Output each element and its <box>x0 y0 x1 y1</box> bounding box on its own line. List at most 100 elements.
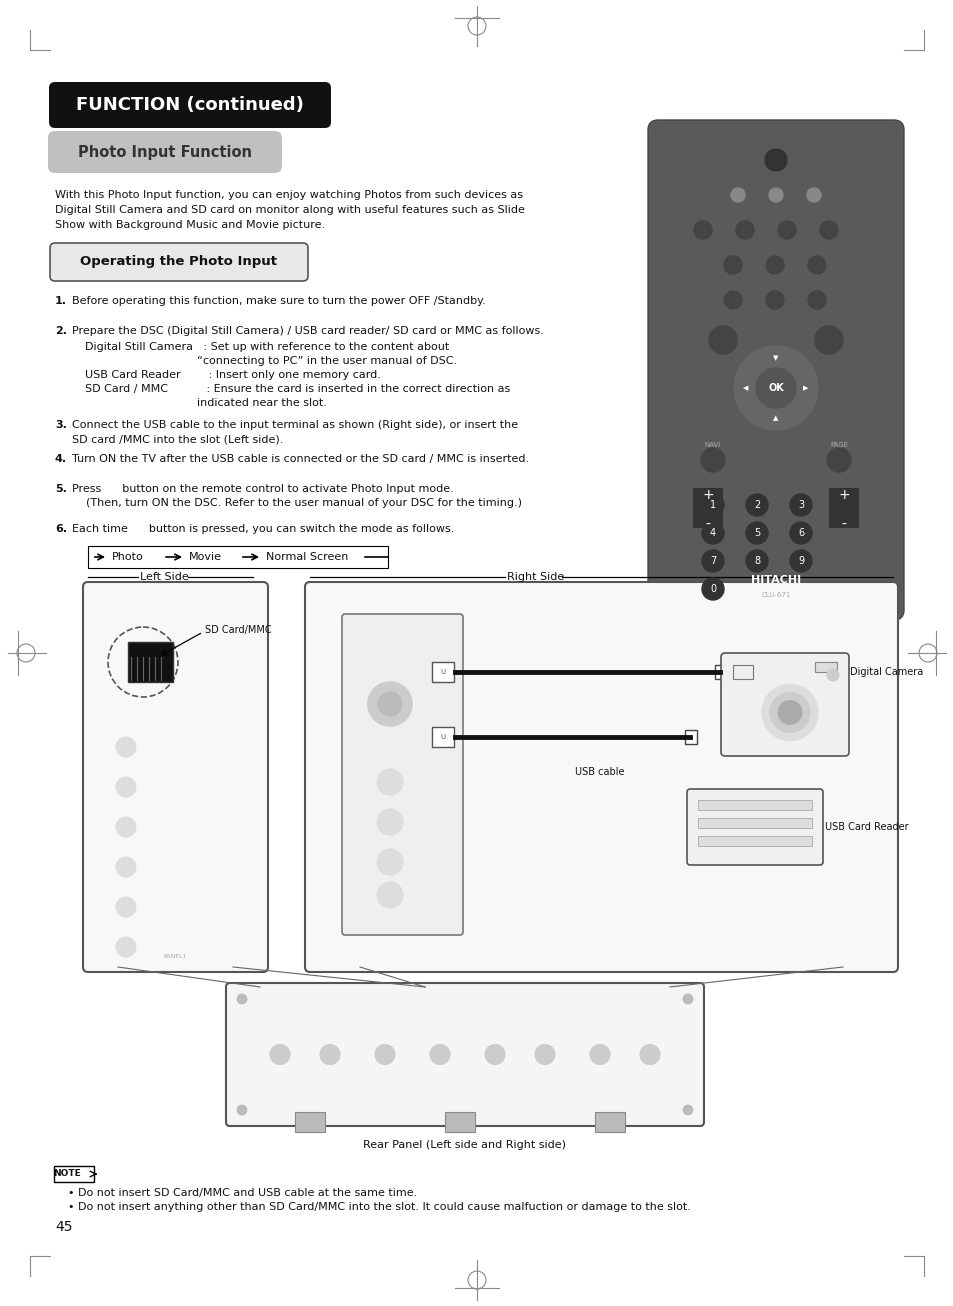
Circle shape <box>708 326 737 354</box>
Circle shape <box>764 149 786 171</box>
Text: ▼: ▼ <box>773 355 778 360</box>
Circle shape <box>745 494 767 516</box>
Circle shape <box>116 897 136 917</box>
Circle shape <box>116 857 136 878</box>
Circle shape <box>778 221 795 239</box>
Bar <box>595 1111 624 1132</box>
Text: Digital Camera: Digital Camera <box>849 667 923 677</box>
Text: CLU-671: CLU-671 <box>760 592 790 598</box>
Bar <box>714 665 726 679</box>
Circle shape <box>236 994 247 1004</box>
Bar <box>432 662 454 682</box>
Circle shape <box>693 221 711 239</box>
Text: Right Side: Right Side <box>506 572 563 582</box>
Text: Photo Input Function: Photo Input Function <box>78 145 252 159</box>
Circle shape <box>236 1105 247 1115</box>
Bar <box>814 662 836 673</box>
Text: 0: 0 <box>709 584 716 594</box>
Circle shape <box>701 550 723 572</box>
Circle shape <box>789 550 811 572</box>
Circle shape <box>806 188 821 202</box>
Text: U: U <box>440 669 445 675</box>
Circle shape <box>535 1045 555 1064</box>
Bar <box>692 488 722 528</box>
Text: 4.: 4. <box>55 454 67 464</box>
Text: 5: 5 <box>753 528 760 538</box>
Bar <box>828 488 858 528</box>
Text: Digital Still Camera   : Set up with reference to the content about: Digital Still Camera : Set up with refer… <box>85 342 449 353</box>
Text: USB Card Reader        : Insert only one memory card.: USB Card Reader : Insert only one memory… <box>85 370 380 380</box>
Text: Prepare the DSC (Digital Still Camera) / USB card reader/ SD card or MMC as foll: Prepare the DSC (Digital Still Camera) /… <box>71 326 543 336</box>
Circle shape <box>430 1045 450 1064</box>
Circle shape <box>701 579 723 599</box>
Circle shape <box>376 882 402 908</box>
Text: FUNCTION (continued): FUNCTION (continued) <box>76 97 304 114</box>
Text: indicated near the slot.: indicated near the slot. <box>85 398 327 407</box>
Circle shape <box>745 550 767 572</box>
Text: 6: 6 <box>797 528 803 538</box>
Bar <box>732 665 752 679</box>
Text: U: U <box>440 734 445 741</box>
Circle shape <box>375 1045 395 1064</box>
FancyBboxPatch shape <box>686 789 822 865</box>
Circle shape <box>807 256 825 274</box>
Text: ▶: ▶ <box>802 385 808 390</box>
Text: Normal Screen: Normal Screen <box>266 552 348 562</box>
Text: Movie: Movie <box>189 552 222 562</box>
Text: USB Card Reader: USB Card Reader <box>824 821 907 832</box>
FancyBboxPatch shape <box>341 614 462 935</box>
Text: +: + <box>701 488 713 502</box>
Circle shape <box>761 684 817 741</box>
Text: 4: 4 <box>709 528 716 538</box>
Circle shape <box>682 994 692 1004</box>
Text: With this Photo Input function, you can enjoy watching Photos from such devices : With this Photo Input function, you can … <box>55 189 524 230</box>
Circle shape <box>814 326 842 354</box>
Circle shape <box>319 1045 339 1064</box>
Circle shape <box>376 808 402 835</box>
Circle shape <box>723 256 741 274</box>
Bar <box>432 727 454 747</box>
Circle shape <box>789 522 811 545</box>
Circle shape <box>826 448 850 471</box>
Text: PAGE: PAGE <box>829 441 847 448</box>
Circle shape <box>368 682 412 726</box>
FancyBboxPatch shape <box>226 983 703 1126</box>
Circle shape <box>765 291 783 310</box>
Text: 3.: 3. <box>55 421 67 430</box>
Text: 8: 8 <box>753 556 760 565</box>
Text: PANEL1: PANEL1 <box>164 953 187 959</box>
FancyBboxPatch shape <box>54 1166 94 1182</box>
Text: Turn ON the TV after the USB cable is connected or the SD card / MMC is inserted: Turn ON the TV after the USB cable is co… <box>71 454 529 464</box>
Text: 45: 45 <box>55 1220 72 1234</box>
FancyBboxPatch shape <box>48 131 282 172</box>
Circle shape <box>735 221 753 239</box>
Text: Each time      button is pressed, you can switch the mode as follows.: Each time button is pressed, you can swi… <box>71 524 454 534</box>
Text: SD Card / MMC           : Ensure the card is inserted in the correct direction a: SD Card / MMC : Ensure the card is inser… <box>85 384 510 394</box>
Text: • Do not insert anything other than SD Card/MMC into the slot. It could cause ma: • Do not insert anything other than SD C… <box>68 1202 690 1212</box>
Text: 1.: 1. <box>55 296 67 306</box>
Circle shape <box>778 700 801 725</box>
Bar <box>698 836 811 846</box>
Text: +: + <box>838 488 849 502</box>
Text: OK: OK <box>767 383 783 393</box>
Circle shape <box>376 849 402 875</box>
Text: 7: 7 <box>709 556 716 565</box>
Bar <box>698 818 811 828</box>
Circle shape <box>807 291 825 310</box>
Bar <box>444 1111 475 1132</box>
Circle shape <box>769 692 809 733</box>
FancyBboxPatch shape <box>647 120 903 620</box>
Circle shape <box>639 1045 659 1064</box>
Text: -: - <box>841 518 845 532</box>
FancyBboxPatch shape <box>49 82 331 128</box>
Circle shape <box>589 1045 609 1064</box>
Circle shape <box>745 522 767 545</box>
Text: 5.: 5. <box>55 485 67 494</box>
Text: 3: 3 <box>797 500 803 511</box>
Circle shape <box>116 818 136 837</box>
Text: 6.: 6. <box>55 524 67 534</box>
Circle shape <box>789 494 811 516</box>
Circle shape <box>730 188 744 202</box>
Text: Operating the Photo Input: Operating the Photo Input <box>80 256 277 269</box>
Text: HITACHI: HITACHI <box>750 575 801 585</box>
